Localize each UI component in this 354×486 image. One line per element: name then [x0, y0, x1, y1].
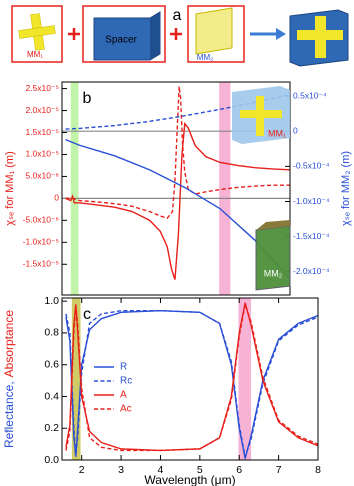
- composite-cross-h: [297, 30, 343, 40]
- y-tick-label: -1.5x10⁻⁵: [23, 259, 59, 269]
- legend-label: Ac: [120, 404, 132, 415]
- y-tick-label: 0.0: [44, 454, 59, 466]
- x-tick-label: 2: [79, 464, 85, 476]
- y-tick-label: 1.5x10⁻⁵: [25, 127, 59, 137]
- series-line: [65, 121, 290, 280]
- panel-label: b: [83, 90, 92, 107]
- series-line: [65, 302, 318, 452]
- spacer-side: [150, 12, 160, 60]
- x-tick-label: 8: [315, 464, 321, 476]
- y-tick-label: 2.0x10⁻⁵: [25, 105, 59, 115]
- y-tick-label: -1.0x10⁻⁵: [23, 237, 59, 247]
- y2-axis-title: χₛₑ for MM₂ (m): [340, 151, 352, 226]
- panel-a: MM₁ Spacer a MM₂: [11, 5, 349, 67]
- series-line: [65, 138, 290, 280]
- panel-label: a: [173, 7, 182, 24]
- series-line: [65, 310, 318, 460]
- plus: [170, 28, 182, 40]
- inset-cross-h: [240, 110, 282, 118]
- series-line: [65, 86, 290, 219]
- plot-frame: [61, 297, 319, 461]
- inset-cube: [255, 225, 291, 291]
- series-line: [65, 310, 318, 459]
- highlight-band: [238, 298, 252, 460]
- legend-label: A: [120, 390, 127, 401]
- x-tick-label: 6: [236, 464, 242, 476]
- y-tick-label: 0.6: [44, 358, 59, 370]
- mm2-plate: [195, 7, 233, 55]
- y-axis-title: Reflectance, Absorptance: [2, 310, 16, 448]
- y-tick-label: 2.5x10⁻⁵: [25, 83, 59, 93]
- arrow-head: [276, 28, 286, 40]
- inset-label: MM₁: [268, 128, 286, 138]
- series-line: [65, 301, 318, 452]
- y-axis-title-part: Reflectance,: [2, 381, 16, 448]
- x-tick-label: 3: [118, 464, 124, 476]
- legend-label: Rc: [120, 376, 132, 387]
- y-tick-label: -2.0x10⁻⁴: [293, 266, 330, 276]
- y-tick-label: 1.0: [44, 295, 59, 307]
- y-tick-label: -1.0x10⁻⁴: [293, 196, 330, 206]
- inset-label: MM₂: [264, 268, 283, 278]
- y-tick-label: 1.0x10⁻⁵: [25, 149, 59, 159]
- legend-label: R: [120, 362, 127, 373]
- y-tick-label: -5.0x10⁻⁶: [23, 215, 59, 225]
- highlight-band: [71, 298, 81, 460]
- y-tick-label: 0.8: [44, 327, 59, 339]
- y-tick-label: 0.5x10⁻⁴: [293, 90, 327, 100]
- y-tick-label: -1.5x10⁻⁴: [293, 231, 330, 241]
- x-tick-label: 7: [276, 464, 282, 476]
- x-axis-title: Wavelength (μm): [144, 473, 235, 486]
- x-tick-label: 5: [197, 464, 203, 476]
- y-tick-label: 0.4: [44, 390, 59, 402]
- y-tick-label: 5.0x10⁻⁶: [25, 171, 59, 181]
- plus: [68, 28, 80, 40]
- x-tick-label: 4: [158, 464, 164, 476]
- mm1-label: MM₁: [27, 50, 43, 59]
- charts: 2.5x10⁻⁵ 2.0x10⁻⁵ 1.5x10⁻⁵ 1.0x10⁻⁵ 5.0x10⁻⁶…: [2, 81, 352, 486]
- y-tick-label: -0.5x10⁻⁴: [293, 161, 330, 171]
- y-tick-label: 0.2: [44, 422, 59, 434]
- y-axis-title-part: Absorptance: [2, 310, 16, 378]
- highlight-band: [70, 82, 79, 295]
- cross-h: [18, 25, 56, 39]
- inset-cube-top: [256, 220, 290, 230]
- y-tick-label: 0: [293, 125, 298, 135]
- y-axis-title: χₛₑ for MM₁ (m): [4, 151, 16, 226]
- plot-frame: [61, 81, 291, 296]
- spacer-label: Spacer: [105, 35, 137, 46]
- y-tick-label: 0: [54, 193, 59, 203]
- panel-label: c: [83, 306, 91, 323]
- mm2-label: MM₂: [197, 53, 213, 62]
